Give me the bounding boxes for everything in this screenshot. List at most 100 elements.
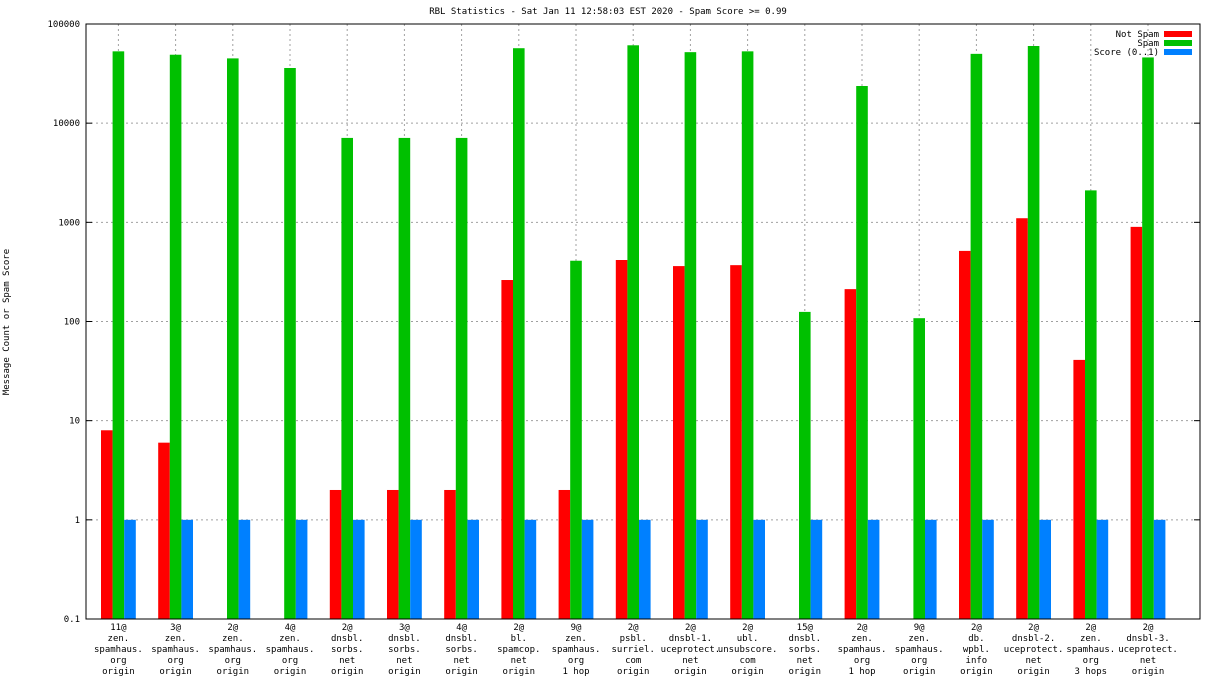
bar-spam: [627, 45, 639, 619]
bar-not-spam: [615, 260, 628, 619]
x-tick-label-line: origin: [274, 667, 307, 677]
bar-score-: [238, 519, 251, 619]
bar-spam: [227, 58, 239, 619]
x-tick-label-line: 2@: [342, 623, 353, 633]
x-tick-label-line: org: [911, 656, 927, 666]
x-tick-label-line: 4@: [456, 623, 467, 633]
bar-not-spam: [387, 489, 399, 619]
bar-not-spam: [673, 266, 685, 619]
bar-spam: [570, 260, 582, 619]
bar-score-: [696, 519, 708, 619]
x-tick-label: 2@ zen. spamhaus. org 1 hop: [838, 623, 887, 677]
x-tick-label-line: spamhaus.: [94, 645, 143, 655]
x-tick-label: 2@ dnsbl. sorbs. net origin: [331, 623, 364, 677]
x-tick-label-line: sorbs.: [789, 645, 822, 655]
bar-spam: [169, 54, 182, 619]
x-tick-label-line: dnsbl.: [789, 634, 822, 644]
y-tick-label: 100: [64, 318, 80, 328]
x-tick-label-line: net: [511, 656, 527, 666]
x-tick-label-line: origin: [503, 667, 536, 677]
bar-not-spam: [558, 489, 571, 619]
x-tick-label-line: surriel.: [612, 645, 655, 655]
x-tick-label-line: dnsbl-3.: [1126, 634, 1169, 644]
x-tick-label-line: zen.: [851, 634, 873, 644]
legend-swatch: [1164, 49, 1192, 55]
x-tick-label-line: zen.: [908, 634, 930, 644]
x-tick-label-line: 3@: [170, 623, 181, 633]
bar-spam: [398, 137, 411, 620]
bar-score-: [467, 519, 479, 619]
bar-not-spam: [158, 442, 170, 619]
x-tick-label-line: zen.: [165, 634, 187, 644]
x-tick-label-line: spamhaus.: [552, 645, 601, 655]
x-tick-label-line: spamhaus.: [838, 645, 887, 655]
x-tick-label-line: zen.: [1080, 634, 1102, 644]
bar-spam: [341, 137, 353, 620]
bar-score-: [639, 519, 651, 619]
x-tick-label-line: ubl.: [737, 634, 759, 644]
x-tick-label-line: psbl.: [620, 634, 647, 644]
bar-score-: [1153, 519, 1166, 619]
bar-score-: [181, 519, 193, 619]
x-tick-label-line: dnsbl-2.: [1012, 634, 1055, 644]
x-tick-label-line: 2@: [513, 623, 524, 633]
bar-spam: [455, 137, 468, 620]
x-tick-label-line: org: [854, 656, 870, 666]
bar-score-: [1039, 519, 1051, 619]
bar-not-spam: [1130, 226, 1143, 619]
x-tick-label-line: zen.: [565, 634, 587, 644]
bar-not-spam: [444, 489, 456, 619]
bar-score-: [124, 519, 136, 619]
x-tick-label-line: dnsbl.: [331, 634, 364, 644]
bar-spam: [1142, 57, 1154, 620]
bar-not-spam: [501, 280, 513, 619]
bar-spam: [1027, 46, 1040, 619]
x-tick-label-line: unsubscore.: [718, 645, 778, 655]
y-tick-label: 100000: [47, 20, 80, 30]
x-tick-label-line: spamcop.: [497, 645, 540, 655]
x-tick-label: 2@ zen. spamhaus. org origin: [208, 623, 257, 677]
x-tick-label: 2@ bl. spamcop. net origin: [497, 623, 540, 677]
bar-spam: [284, 68, 296, 619]
x-tick-label-line: 2@: [857, 623, 868, 633]
x-tick-label-line: 11@: [110, 623, 127, 633]
x-tick-label: 9@ zen. spamhaus. org 1 hop: [552, 623, 601, 677]
bar-spam: [856, 86, 868, 619]
x-tick-label-line: dnsbl.: [388, 634, 421, 644]
bar-not-spam: [1073, 359, 1085, 619]
x-tick-label: 4@ zen. spamhaus. org origin: [266, 623, 315, 677]
x-tick-label-line: spamhaus.: [895, 645, 944, 655]
x-tick-label-line: origin: [903, 667, 936, 677]
x-tick-label-line: dnsbl.: [445, 634, 478, 644]
x-tick-label: 3@ zen. spamhaus. org origin: [151, 623, 200, 677]
plot-frame: [85, 23, 1201, 620]
x-tick-label-line: spamhaus.: [151, 645, 200, 655]
legend-label: Spam: [1137, 39, 1159, 49]
x-tick-label-line: origin: [159, 667, 192, 677]
x-tick-label-line: zen.: [279, 634, 301, 644]
x-tick-label-line: origin: [331, 667, 364, 677]
x-tick-label: 2@ psbl. surriel. com origin: [612, 623, 655, 677]
bar-score-: [581, 519, 594, 619]
x-tick-label-line: com: [625, 656, 641, 666]
x-tick-label-line: bl.: [511, 634, 527, 644]
x-tick-label-line: 2@: [1085, 623, 1096, 633]
x-tick-label-line: origin: [445, 667, 478, 677]
x-tick-label-line: info: [966, 656, 988, 666]
bar-spam: [513, 48, 525, 619]
x-tick-label-line: 2@: [628, 623, 639, 633]
bar-not-spam: [730, 265, 742, 619]
x-tick-label-line: uceprotect.: [1004, 645, 1064, 655]
x-tick-label-line: origin: [960, 667, 993, 677]
x-tick-label-line: net: [682, 656, 698, 666]
x-tick-label-line: sorbs.: [445, 645, 478, 655]
x-tick-label-line: spamhaus.: [208, 645, 257, 655]
x-tick-label-line: org: [282, 656, 298, 666]
x-tick-label-line: net: [339, 656, 355, 666]
bar-score-: [867, 519, 880, 619]
x-tick-label: 3@ dnsbl. sorbs. net origin: [388, 623, 421, 677]
bar-not-spam: [959, 250, 971, 619]
bar-not-spam: [1016, 218, 1028, 619]
x-tick-label: 11@ zen. spamhaus. org origin: [94, 623, 143, 677]
x-tick-label-line: origin: [1132, 667, 1165, 677]
